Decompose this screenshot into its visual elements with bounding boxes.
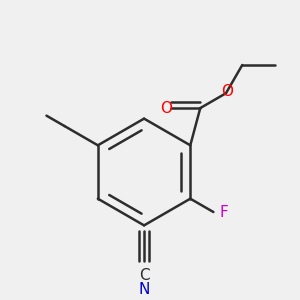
Text: F: F — [219, 205, 228, 220]
Text: O: O — [221, 84, 233, 99]
Text: C: C — [139, 268, 149, 284]
Text: O: O — [160, 100, 172, 116]
Text: N: N — [138, 282, 150, 297]
